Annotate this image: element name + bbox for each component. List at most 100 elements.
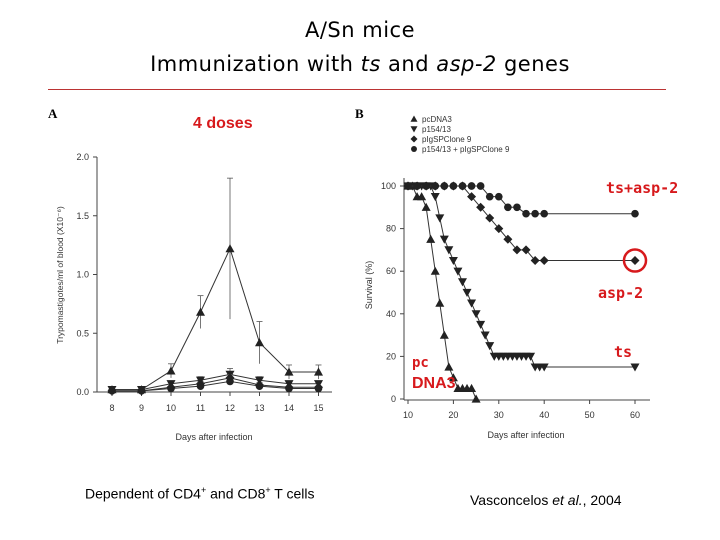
panel-a-point <box>196 382 205 390</box>
panel-a-letter: A <box>48 106 58 121</box>
title-part-ts: ts <box>360 52 381 76</box>
panel-b-x-tick-label: 20 <box>448 410 458 420</box>
panel-a-point <box>225 244 235 253</box>
panel-b-x-tick-label: 50 <box>585 410 595 420</box>
panel-b-point <box>512 245 522 255</box>
panel-b-legend-marker <box>410 115 418 122</box>
panel-b-y-tick-label: 80 <box>386 224 396 234</box>
panel-b-point <box>485 342 495 351</box>
panel-b-point <box>522 209 530 218</box>
panel-b-point <box>430 266 440 275</box>
panel-b-point <box>504 203 512 212</box>
panel-b-point <box>439 330 449 339</box>
caption-left-mid: and CD8 <box>206 485 266 502</box>
caption-left-end: T cells <box>270 485 315 502</box>
title-divider <box>48 89 666 90</box>
panel-b-point <box>526 352 536 361</box>
panel-b-x-tick-label: 10 <box>403 410 413 420</box>
panel-b-point <box>440 182 449 190</box>
panel-b-point <box>494 224 504 234</box>
panel-b-point <box>531 209 539 218</box>
panel-b-point <box>485 192 494 201</box>
panel-b-point <box>540 209 549 218</box>
panel-b-point <box>471 394 481 403</box>
panel-b-point <box>467 182 476 190</box>
panel-b-series-line <box>408 185 635 368</box>
panel-a-point <box>284 367 294 376</box>
panel-a-series-line <box>112 373 319 391</box>
title-line-1: A/Sn mice <box>304 18 415 42</box>
panel-b-point <box>467 383 477 392</box>
panel-b-point <box>471 310 481 319</box>
panel-a-y-tick-label: 2.0 <box>76 152 89 162</box>
panel-b-chart: 0 20 40 60 80 100 10 20 30 40 50 60 Days after infec… <box>364 115 650 440</box>
panel-b-point <box>539 363 549 372</box>
panel-b-series-line <box>408 185 635 262</box>
annotation-pc: pc <box>412 355 429 371</box>
panel-b-legend-label: p154/13 <box>422 125 451 134</box>
panel-a-y-tick-label: 1.0 <box>76 270 89 280</box>
panel-b-point <box>513 203 521 212</box>
panel-a-x-tick-label: 12 <box>225 403 235 413</box>
panel-b-legend-label: pcDNA3 <box>422 115 452 124</box>
panel-a-point <box>166 366 176 375</box>
panel-b-letter: B <box>355 106 364 121</box>
panel-b-y-tick-label: 60 <box>386 266 396 276</box>
panel-b-point <box>430 193 440 202</box>
panel-a-point <box>167 384 175 393</box>
panel-b-point <box>476 202 486 212</box>
panel-b-point <box>404 182 412 190</box>
annotation-ts-asp2: ts+asp-2 <box>606 179 679 197</box>
panel-b-y-tick-label: 100 <box>381 181 396 191</box>
panel-b-point <box>435 298 445 307</box>
panel-a-y-tick-label: 0.0 <box>76 387 89 397</box>
panel-a-x-tick-label: 9 <box>139 403 144 413</box>
title-line-2: Immunization with ts and asp-2 genes <box>0 52 720 76</box>
panel-a-x-tick-label: 8 <box>109 403 114 413</box>
panel-a-x-tick-label: 14 <box>284 403 294 413</box>
panel-b-point <box>458 182 467 190</box>
panel-b-y-label: Survival (%) <box>364 261 374 310</box>
panel-b-point <box>421 202 431 211</box>
panel-a-y-tick-label: 1.5 <box>76 211 89 221</box>
title-part-and: and <box>380 52 437 76</box>
caption-left-text: Dependent of CD4 <box>85 485 201 502</box>
panel-a-point <box>285 384 293 393</box>
panel-b-point <box>485 213 495 223</box>
panel-b-x-label: Days after infection <box>487 430 564 440</box>
panel-b-point <box>631 209 639 218</box>
panel-b-x-tick-label: 40 <box>539 410 549 420</box>
panel-b-point <box>521 245 531 255</box>
panel-b-point <box>422 182 430 190</box>
panel-b-point <box>417 192 427 201</box>
panel-a-x-tick-label: 10 <box>166 403 176 413</box>
panel-a-point <box>137 387 146 395</box>
panel-b-point <box>494 192 503 201</box>
panel-a-point <box>314 367 323 376</box>
asp2-highlight-circle <box>622 248 648 273</box>
panel-a-x-tick-label: 11 <box>196 403 205 413</box>
annotation-dna3: DNA3 <box>412 375 456 392</box>
panel-b-point <box>444 362 454 371</box>
panel-a-point <box>108 387 116 395</box>
annotation-ts: ts <box>614 343 633 361</box>
caption-left-sup2: + <box>265 485 271 495</box>
panel-b-y-tick-label: 20 <box>386 351 396 361</box>
panel-b-point <box>467 192 477 202</box>
annotation-asp2: asp-2 <box>598 284 644 302</box>
panel-b-point <box>444 246 454 255</box>
panel-b-point <box>426 234 436 243</box>
panel-b-point <box>457 278 467 287</box>
panel-b-point <box>431 182 440 190</box>
panel-b-point <box>413 182 421 190</box>
panel-b-point <box>630 363 640 372</box>
panel-a-y-tick-label: 0.5 <box>76 328 89 338</box>
panel-b-y-tick-label: 0 <box>391 394 396 404</box>
panel-b-y-tick-label: 40 <box>386 309 396 319</box>
panel-b-point <box>530 256 540 266</box>
panel-b-point <box>448 373 458 382</box>
panel-b-point <box>448 256 458 266</box>
panel-b-legend-marker <box>410 126 418 133</box>
panel-b-point <box>449 182 458 190</box>
panel-a-point <box>255 382 264 390</box>
